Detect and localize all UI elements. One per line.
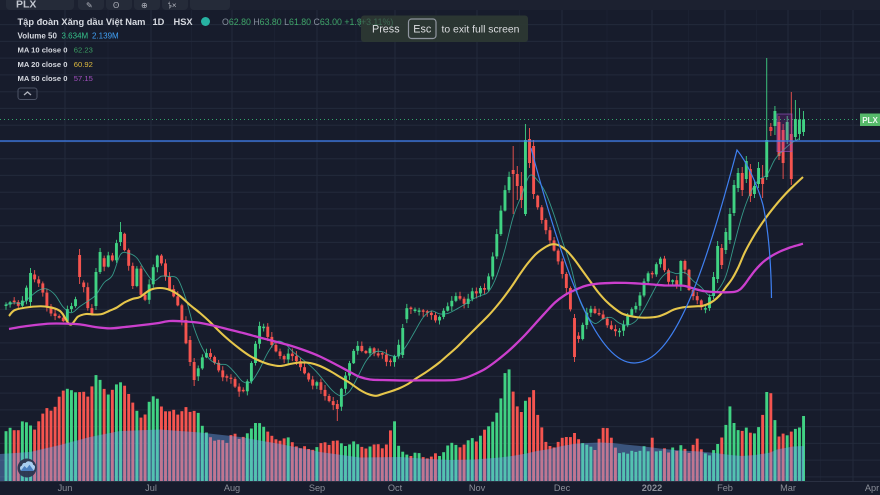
svg-text:60.92: 60.92 (74, 60, 93, 69)
svg-text:PLX: PLX (862, 116, 878, 125)
svg-text:O62.80 H63.80 L61.80 C63.00: O62.80 H63.80 L61.80 C63.00 +1.90 (222, 17, 367, 27)
svg-text:Volume 50: Volume 50 (18, 32, 58, 41)
svg-text:57.15: 57.15 (74, 74, 93, 83)
svg-text:Jul: Jul (145, 483, 157, 493)
svg-text:PLX: PLX (16, 0, 36, 11)
svg-text:3.634M: 3.634M (62, 32, 89, 41)
svg-text:2.139M: 2.139M (92, 32, 119, 41)
svg-text:Press: Press (372, 24, 400, 36)
svg-text:𝄳×: 𝄳× (168, 1, 177, 10)
svg-text:Feb: Feb (717, 483, 733, 493)
svg-text:Esc: Esc (413, 24, 432, 36)
svg-text:1D: 1D (153, 17, 165, 27)
svg-text:MA 10 close 0: MA 10 close 0 (18, 46, 68, 55)
svg-text:MA 20 close 0: MA 20 close 0 (18, 60, 68, 69)
svg-text:Sep: Sep (309, 483, 325, 493)
svg-text:HSX: HSX (174, 17, 194, 27)
svg-text:✎: ✎ (86, 1, 93, 10)
svg-text:(+3.11%): (+3.11%) (358, 17, 393, 27)
svg-text:MA 50 close 0: MA 50 close 0 (18, 74, 68, 83)
svg-text:Apr: Apr (865, 483, 879, 493)
svg-text:62.23: 62.23 (74, 46, 93, 55)
svg-text:to exit full screen: to exit full screen (442, 25, 520, 36)
svg-text:Nov: Nov (469, 483, 486, 493)
svg-text:Tập đoàn Xăng dầu Việt Nam: Tập đoàn Xăng dầu Việt Nam (18, 17, 146, 27)
svg-text:Oct: Oct (388, 483, 403, 493)
svg-text:ʘ: ʘ (113, 1, 119, 10)
svg-text:Jun: Jun (58, 483, 73, 493)
svg-text:Aug: Aug (224, 483, 240, 493)
svg-text:⊕: ⊕ (141, 1, 148, 10)
svg-text:2022: 2022 (642, 483, 662, 493)
svg-text:Dec: Dec (554, 483, 571, 493)
svg-text:Mar: Mar (780, 483, 796, 493)
